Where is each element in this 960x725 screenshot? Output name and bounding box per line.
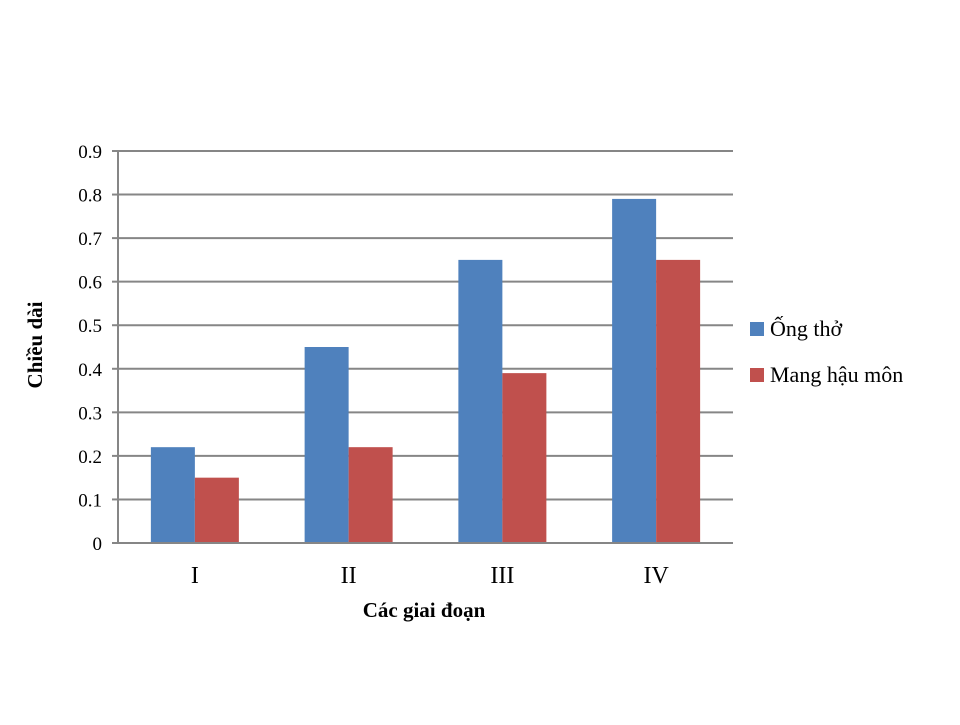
y-tick-label: 0.1 [78,490,102,511]
y-tick-label: 0.5 [78,316,102,337]
legend-label: Mang hậu môn [770,362,903,387]
x-tick-label: I [191,563,199,589]
y-tick-label: 0.2 [78,447,102,468]
x-axis-title: Các giai đoạn [363,598,486,622]
y-tick-label: 0.4 [78,360,102,381]
x-tick-label: II [341,563,357,589]
y-axis-title: Chiều dài [23,301,47,388]
bar-series-1 [612,198,657,543]
y-tick-label: 0.7 [78,229,102,250]
bar-series-1 [458,259,503,543]
y-tick-label: 0.6 [78,273,102,294]
y-tick-label: 0.3 [78,403,102,424]
y-tick-labels: 0 0.1 0.2 0.3 0.4 0.5 0.6 0.7 0.8 0.9 [78,142,102,555]
x-tick-label: IV [643,563,669,589]
x-tick-label: III [490,563,514,589]
legend-label: Ống thở [770,316,843,341]
legend-swatch [750,322,764,336]
bar-series-1 [150,447,195,543]
bar-series-2 [502,373,547,543]
bar-series-2 [348,447,393,543]
y-tick-label: 0 [93,534,103,555]
bar-series-2 [194,477,239,543]
x-tick-labels: I II III IV [191,563,670,589]
y-tick-label: 0.9 [78,142,102,163]
y-tick-label: 0.8 [78,186,102,207]
legend-swatch [750,368,764,382]
bar-series-2 [656,259,701,543]
bar-series-1 [304,347,349,543]
legend: Ống thở Mang hậu môn [750,316,903,387]
axes [117,151,733,544]
bars [150,198,701,543]
